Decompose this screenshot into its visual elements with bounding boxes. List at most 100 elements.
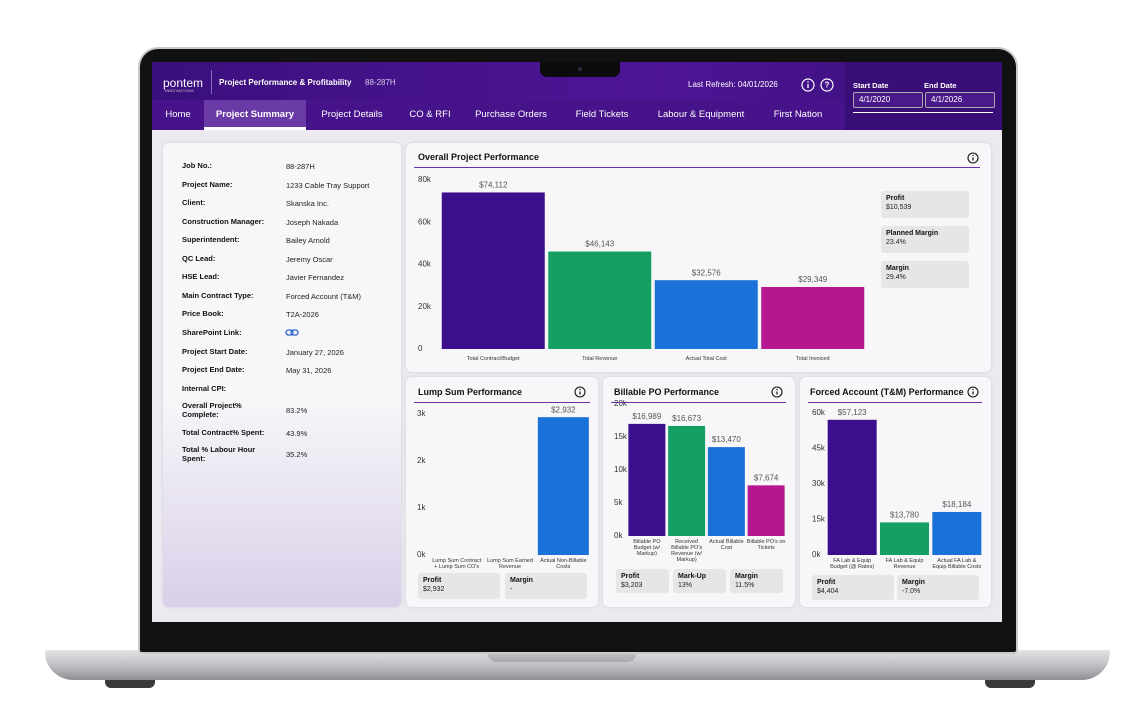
detail-label: HSE Lead: (182, 272, 220, 281)
detail-label: Project Name: (182, 180, 233, 189)
chart-title: Forced Account (T&M) Performance (810, 387, 964, 397)
help-icon[interactable] (820, 78, 834, 92)
value-label: $32,576 (692, 268, 721, 277)
icon-dot (972, 388, 974, 391)
value-label: $18,184 (942, 500, 971, 509)
info-icon[interactable] (967, 152, 979, 164)
detail-value: Bailey Arnold (286, 236, 330, 245)
value-label: $46,143 (585, 240, 614, 249)
nav-tab[interactable]: Home (165, 109, 191, 120)
icon-dot (972, 154, 974, 157)
detail-value: T2A-2026 (286, 310, 319, 319)
laptop-notch (487, 650, 637, 662)
detail-label: Price Book: (182, 309, 224, 318)
kpi-label: Profit (817, 579, 836, 586)
x-tick-label: Total Invoiced (795, 356, 830, 362)
link-ring (290, 329, 299, 336)
title-underline (414, 402, 590, 403)
icon-dot (579, 388, 581, 391)
bar (707, 447, 745, 536)
y-tick-label: 15k (614, 432, 628, 441)
y-tick-label: 0k (812, 550, 821, 559)
kpi-label: Margin (735, 573, 758, 580)
detail-label: Main Contract Type: (182, 291, 254, 300)
kpi-value: 13% (678, 582, 693, 589)
y-tick-label: 1k (417, 503, 426, 512)
kpi-card: Margin 29.4% (881, 261, 969, 288)
nav-tab[interactable]: Field Tickets (575, 109, 629, 120)
project-code: 88-287H (365, 78, 396, 87)
info-icon[interactable] (574, 386, 586, 398)
end-date: 4/1/2026 (931, 95, 963, 104)
kpi-value: 29.4% (886, 274, 906, 281)
detail-value: 83.2% (286, 406, 308, 415)
x-tick-label: Actual Total Cost (685, 356, 727, 362)
nav-tab[interactable]: Purchase Orders (475, 109, 547, 120)
nav-tab[interactable]: Labour & Equipment (657, 109, 745, 120)
kpi-label: Mark-Up (678, 573, 707, 580)
kpi-card: Mark-Up 13% (673, 569, 726, 593)
y-tick-label: 20k (614, 399, 628, 408)
x-tick-label: Lump Sum Contract + Lump Sum CO's (432, 558, 482, 570)
kpi-label: Margin (902, 579, 925, 586)
x-tick-label: Billable PO Budget (w/ Markup) (633, 539, 661, 557)
nav-tab[interactable]: First Nation (773, 109, 823, 120)
kpi-value: 23.4% (886, 239, 906, 246)
detail-label: Project End Date: (182, 365, 245, 374)
app-title: Project Performance & Profitability (219, 78, 352, 87)
detail-label: Internal CPI: (182, 384, 227, 393)
bar (932, 511, 982, 555)
x-tick-label: FA Lab & Equip Revenue (885, 558, 924, 570)
start-date-input[interactable]: 4/1/2020 (853, 92, 923, 108)
detail-label: QC Lead: (182, 254, 216, 263)
info-icon[interactable] (771, 386, 783, 398)
chart-title: Overall Project Performance (418, 152, 540, 162)
kpi-card: Profit $10,539 (881, 191, 969, 218)
y-tick-label: 30k (812, 479, 826, 488)
date-slider[interactable] (853, 112, 993, 113)
y-tick-label: 0k (417, 550, 426, 559)
nav-tab[interactable]: Project Details (321, 109, 383, 120)
camera (578, 67, 582, 71)
info-icon[interactable] (967, 386, 979, 398)
x-tick-label: Billable PO's on Tickets (746, 539, 786, 551)
x-tick-label: Actual Billable Cost (709, 539, 744, 551)
value-label: $29,349 (798, 275, 827, 284)
x-tick-label: Total Revenue (582, 356, 618, 362)
info-icon[interactable] (801, 78, 815, 92)
kpi-value: $2,932 (423, 586, 445, 593)
details-panel (163, 143, 401, 607)
kpi-card: Profit $4,404 (812, 575, 894, 600)
start-date: 4/1/2020 (859, 95, 891, 104)
y-tick-label: 3k (417, 409, 426, 418)
kpi-card: Margin 11.5% (730, 569, 783, 593)
bar (441, 192, 545, 349)
header-icons[interactable]: ? (800, 77, 836, 93)
kpi-value: - (510, 586, 513, 593)
last-refresh: Last Refresh: 04/01/2026 (688, 80, 778, 89)
title-underline (611, 402, 786, 403)
y-tick-label: 40k (418, 260, 432, 269)
bar (654, 280, 758, 349)
y-tick-label: 60k (812, 408, 826, 417)
chart-title: Billable PO Performance (614, 387, 720, 397)
value-label: $2,932 (551, 405, 576, 414)
kpi-value: $4,404 (817, 588, 839, 595)
sharepoint-link-icon[interactable] (285, 328, 299, 338)
nav-tab[interactable]: Project Summary (215, 109, 295, 120)
end-date-input[interactable]: 4/1/2026 (925, 92, 995, 108)
logo-sub: INNOVATIONS (165, 89, 195, 93)
value-label: $13,780 (890, 510, 919, 519)
icon-dot (776, 388, 778, 391)
detail-label: Job No.: (182, 161, 212, 170)
detail-value: Joseph Nakada (286, 218, 339, 227)
y-tick-label: 0 (418, 344, 423, 353)
y-tick-label: 15k (812, 515, 826, 524)
nav-tab[interactable]: CO & RFI (409, 109, 451, 120)
kpi-card: Margin - (505, 573, 587, 599)
x-tick-label: Lump Sum Earned Revenue (487, 558, 533, 570)
x-tick-label: Actual FA Lab & Equip Billable Costs (932, 558, 982, 570)
detail-label: Overall Project% Complete: (182, 401, 242, 419)
